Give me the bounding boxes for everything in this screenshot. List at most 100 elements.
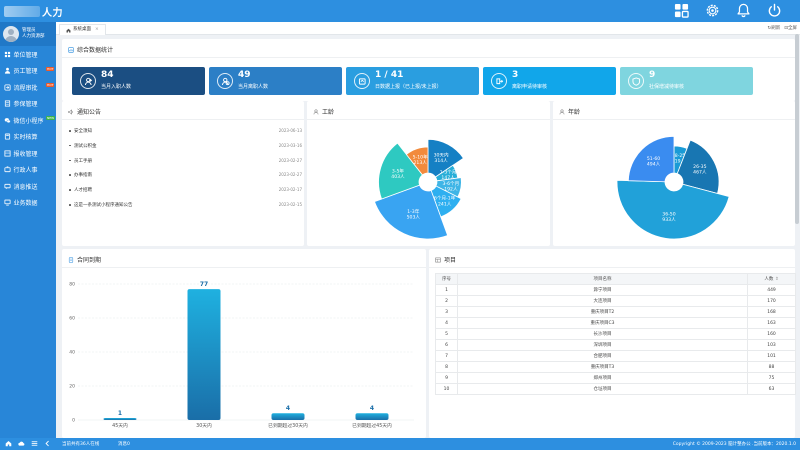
notification-bell-icon[interactable] <box>736 3 751 18</box>
bar-4[interactable] <box>355 413 389 420</box>
cell-count: 103 <box>747 339 796 351</box>
menu-list-icon[interactable] <box>31 440 38 447</box>
col-header-count[interactable]: 人数 ⇕ <box>747 273 796 285</box>
pie-slice-name: 3-5年 <box>392 167 405 174</box>
table-row[interactable]: 4 重庆项目C3 163 <box>435 317 796 329</box>
notice-item[interactable]: 安全须知 2023-06-13 <box>68 125 304 138</box>
pie-slice-value: 192人 <box>444 186 458 192</box>
x-category-label: 已到期超过30天内 <box>268 422 308 429</box>
person-icon <box>313 108 319 115</box>
settings-gear-icon[interactable] <box>705 3 720 18</box>
stat-card-3[interactable]: 1 / 41 日数据上报（已上报/未上报） <box>346 67 479 95</box>
bar-value-label: 77 <box>200 281 208 288</box>
sidebar-item-7[interactable]: 报收管理 <box>0 145 56 162</box>
cell-name: 深圳项目 <box>457 339 748 351</box>
table-row[interactable]: 5 长沙项目 160 <box>435 328 796 340</box>
notice-item[interactable]: 这是一条测试小程序通知公告 2023-02-15 <box>68 199 304 212</box>
notice-item-title[interactable]: 员工手册 <box>74 158 92 164</box>
col-header-name[interactable]: 项目名称 <box>457 273 748 285</box>
message-count[interactable]: 消息0 <box>118 442 130 447</box>
page-scrollbar[interactable] <box>795 34 799 224</box>
power-logout-icon[interactable] <box>767 3 782 18</box>
sidebar-badge: HOT <box>46 66 55 71</box>
notice-item-date: 2023-06-13 <box>278 128 302 133</box>
notice-item-title[interactable]: 人才招聘 <box>74 188 92 194</box>
notice-item-title[interactable]: 这是一条测试小程序通知公告 <box>74 203 133 208</box>
sort-icon[interactable]: ⇕ <box>774 277 779 282</box>
pie-center-hole <box>419 173 437 191</box>
user-box[interactable]: 管理员 人力资源部 <box>0 22 56 46</box>
sidebar-item-8[interactable]: 行政人事 <box>0 162 56 179</box>
apps-grid-icon[interactable] <box>674 3 689 18</box>
cell-name: 重庆项目T3 <box>457 361 748 373</box>
notice-item[interactable]: 员工手册 2023-02-27 <box>68 155 304 168</box>
logo-blurred-mark <box>4 5 40 17</box>
stat-card-4[interactable]: 3 离职申请待审核 <box>483 67 616 95</box>
collapse-chevron-icon[interactable] <box>44 440 51 447</box>
sidebar-item-2[interactable]: 员工管理 HOT <box>0 63 56 80</box>
pie-slice-name: 30天内 <box>434 151 449 158</box>
sidebar-item-label: 微信小程序 <box>13 117 44 125</box>
flow-icon <box>4 84 11 91</box>
sidebar-item-label: 参保管理 <box>13 101 38 109</box>
sidebar-item-1[interactable]: 单位管理 <box>0 46 56 63</box>
table-header-row: 序号 项目名称 人数 ⇕ <box>435 273 796 285</box>
cell-index: 1 <box>435 284 458 296</box>
notice-item[interactable]: 办事指南 2023-02-27 <box>68 169 304 182</box>
bar-1[interactable] <box>103 418 137 420</box>
sidebar-item-6[interactable]: 实时核算 <box>0 129 56 146</box>
table-row[interactable]: 10 仓址项目 63 <box>435 383 796 395</box>
pie-slice-name: 5-10年 <box>413 153 428 160</box>
y-tick-label: 60 <box>69 316 75 322</box>
col-header-index[interactable]: 序号 <box>435 273 458 285</box>
home-icon[interactable] <box>5 440 12 447</box>
notice-item[interactable]: 测试公积金 2023-03-16 <box>68 140 304 153</box>
notice-item[interactable]: 人才招聘 2023-02-17 <box>68 184 304 197</box>
notice-item-date: 2023-02-27 <box>278 157 302 163</box>
cell-name: 郑州项目 <box>457 372 748 384</box>
tab-desktop[interactable]: 系统桌面 × <box>59 24 106 35</box>
stat-card-5[interactable]: 9 社保增减待审核 <box>620 67 753 95</box>
avatar[interactable] <box>3 26 19 42</box>
notice-item-title[interactable]: 办事指南 <box>74 173 92 179</box>
cell-count: 449 <box>747 284 796 296</box>
table-row[interactable]: 9 郑州项目 75 <box>435 372 796 384</box>
sidebar-item-10[interactable]: 业务数据 <box>0 195 56 212</box>
bar-3[interactable] <box>271 413 305 420</box>
bullet-dot <box>69 130 71 132</box>
cloud-icon[interactable] <box>18 440 25 447</box>
stat-card-label: 离职申请待审核 <box>512 84 548 90</box>
fullscreen-button[interactable]: ⊡全屏 <box>784 26 797 31</box>
pie-slice-name: 18-25 <box>672 153 685 159</box>
y-tick-label: 20 <box>69 384 75 390</box>
notice-item-title[interactable]: 安全须知 <box>74 129 92 134</box>
top-bar: 人力 <box>0 0 800 22</box>
stat-card-1[interactable]: 84 当月入职人数 <box>72 67 205 95</box>
stats-panel: 综合数据统计 84 当月入职人数 49 当月离职人数 1 / 41 日数据上报（已上报/未… <box>62 39 795 101</box>
refresh-button[interactable]: ↻刷新 <box>767 26 781 31</box>
pie-slice-name: 51-60 <box>647 156 660 162</box>
table-row[interactable]: 6 深圳项目 103 <box>435 339 796 351</box>
table-row[interactable]: 7 合肥项目 101 <box>435 350 796 362</box>
table-row[interactable]: 2 大连项目 170 <box>435 295 796 307</box>
table-row[interactable]: 8 重庆项目T3 88 <box>435 361 796 373</box>
sidebar-item-3[interactable]: 流程审批 HOT <box>0 79 56 96</box>
stat-card-2[interactable]: 49 当月离职人数 <box>209 67 342 95</box>
notice-item-title[interactable]: 测试公积金 <box>74 143 97 149</box>
pie-slice-1[interactable] <box>427 138 464 178</box>
table-row[interactable]: 3 重庆项目T2 168 <box>435 306 796 318</box>
sidebar-item-label: 单位管理 <box>13 51 38 59</box>
pie-slice-name: 3-6个月 <box>443 181 460 187</box>
bar-2[interactable] <box>187 289 221 420</box>
cell-index: 2 <box>435 295 458 307</box>
sidebar-item-9[interactable]: 消息推送 <box>0 178 56 195</box>
sidebar-item-4[interactable]: 参保管理 <box>0 96 56 113</box>
table-row[interactable]: 1 滁宁项目 449 <box>435 284 796 296</box>
stat-card-label: 社保增减待审核 <box>649 84 685 90</box>
cell-index: 6 <box>435 339 458 351</box>
sidebar-item-5[interactable]: 微信小程序 NEW <box>0 112 56 129</box>
notice-item-date: 2023-02-27 <box>278 172 302 178</box>
tab-close-icon[interactable]: × <box>95 27 99 32</box>
sidebar: 管理员 人力资源部 单位管理员工管理 HOT 流程审批 HOT 参保管理微信小程序 NEW… <box>0 22 56 438</box>
